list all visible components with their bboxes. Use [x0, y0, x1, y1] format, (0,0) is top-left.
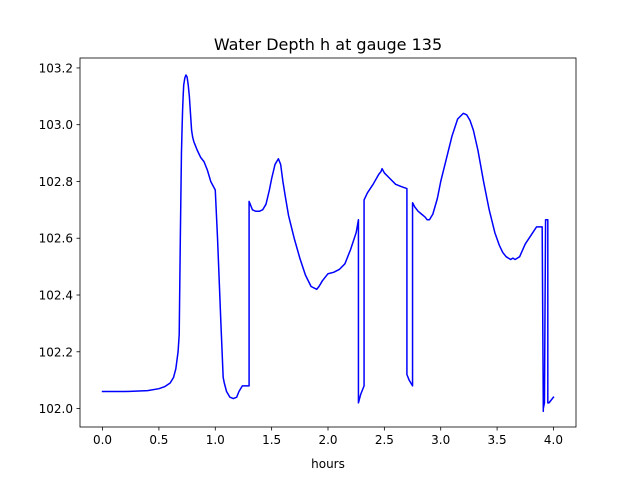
x-tick-label: 0.0	[93, 433, 112, 447]
x-axis-label: hours	[311, 457, 345, 471]
x-tick-label: 4.0	[544, 433, 563, 447]
x-tick-label: 1.0	[206, 433, 225, 447]
x-tick-label: 1.5	[262, 433, 281, 447]
y-tick-label: 102.0	[39, 402, 73, 416]
y-tick-label: 102.8	[39, 175, 73, 189]
y-tick-label: 103.2	[39, 61, 73, 75]
x-tick-label: 2.0	[318, 433, 337, 447]
y-tick-label: 102.6	[39, 232, 73, 246]
series-line-0	[101, 74, 555, 413]
y-tick-label: 102.4	[39, 289, 73, 303]
x-tick-label: 2.5	[375, 433, 394, 447]
x-tick-label: 3.0	[431, 433, 450, 447]
plot-area: 0.0 0.5 1.0 1.5 2.0 2.5 3.0 3.5 4.0 102.0 102.2 102…	[39, 57, 577, 447]
y-tick-label: 102.2	[39, 345, 73, 359]
x-tick-label: 3.5	[488, 433, 507, 447]
x-tick-label: 0.5	[149, 433, 168, 447]
y-tick-label: 103.0	[39, 118, 73, 132]
chart-title: Water Depth h at gauge 135	[214, 35, 442, 54]
